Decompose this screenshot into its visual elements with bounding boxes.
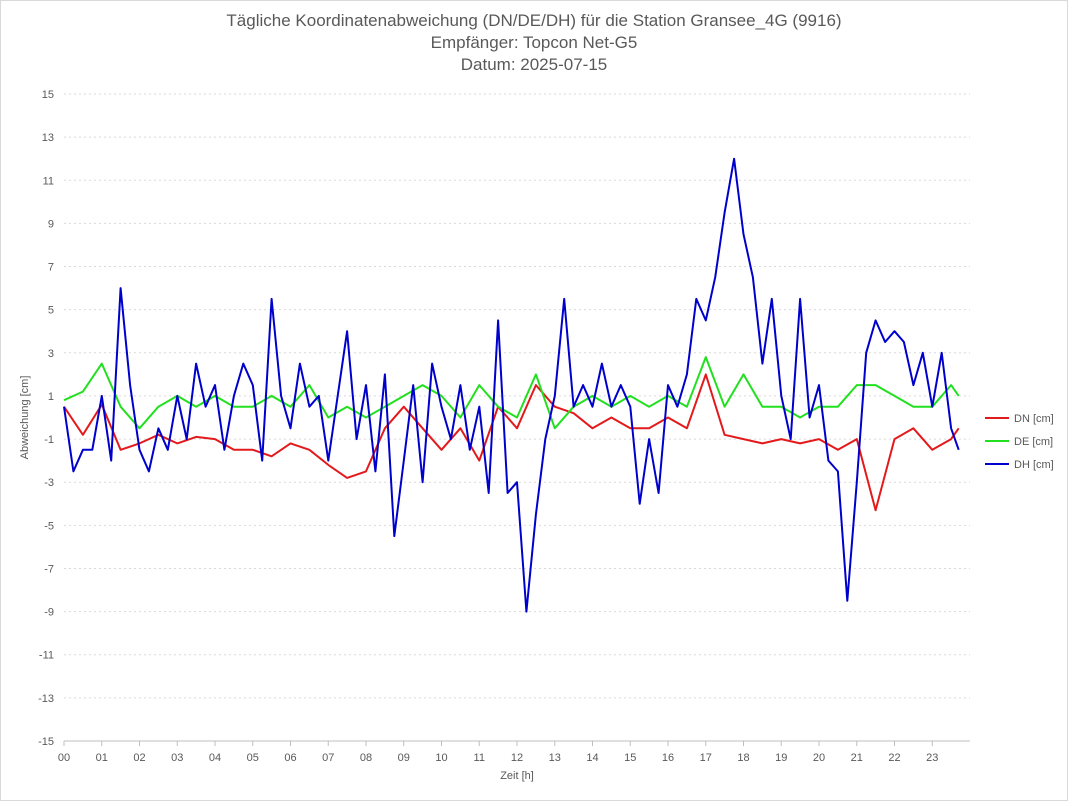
x-tick-label: 11 [474,752,485,764]
gridlines [64,93,970,742]
x-tick-label: 13 [549,752,561,764]
y-tick-label: -5 [44,520,54,532]
y-tick-label: 13 [42,132,54,144]
x-tick-label: 05 [247,752,259,764]
series-line-dn [63,373,960,512]
chart-subtitle: Empfänger: Topcon Net-G5 [430,33,638,52]
x-axis-ticks: 00 01 02 03 04 05 06 07 08 09 10 11 12 13 14 15 16 17 18 19… [58,740,970,764]
y-tick-label: -1 [44,434,54,446]
x-tick-label: 22 [888,752,900,764]
x-tick-label: 15 [624,752,636,764]
y-tick-label: -15 [38,736,54,748]
y-tick-label: -13 [38,693,54,705]
x-tick-label: 20 [813,752,825,764]
x-axis-title: Zeit [h] [500,770,534,782]
x-tick-label: 23 [926,752,938,764]
series-line-de [63,356,960,430]
y-tick-label: 3 [48,348,54,360]
x-tick-label: 02 [133,752,145,764]
y-tick-label: -3 [44,477,54,489]
chart-subtitle-date: Datum: 2025-07-15 [460,55,608,74]
x-tick-label: 17 [700,752,712,764]
y-tick-label: -7 [44,563,54,575]
x-tick-label: 04 [209,752,221,764]
chart-title: Tägliche Koordinatenabweichung (DN/DE/DH… [226,11,842,30]
x-tick-label: 21 [851,752,863,764]
x-tick-label: 06 [284,752,296,764]
y-tick-label: 1 [48,391,54,403]
x-tick-label: 09 [398,752,410,764]
legend: DN [cm] DE [cm] DH [cm] [985,413,1054,471]
y-tick-label: -11 [39,650,54,662]
series-lines [63,157,960,613]
legend-entry: DN [cm] [1014,413,1054,425]
x-tick-label: 16 [662,752,674,764]
y-axis-ticks: 15 13 11 9 7 5 3 1 -1 -3 -5 -7 -9 -11 -13 -15 [38,89,54,748]
x-tick-label: 00 [58,752,70,764]
y-axis-title: Abweichung [cm] [19,376,31,460]
x-tick-label: 01 [96,752,108,764]
y-tick-label: 9 [48,218,54,230]
x-tick-label: 10 [435,752,447,764]
y-tick-label: 5 [48,305,54,317]
x-tick-label: 07 [322,752,334,764]
x-tick-label: 19 [775,752,787,764]
x-tick-label: 08 [360,752,372,764]
legend-entry: DE [cm] [1014,436,1053,448]
y-tick-label: 15 [42,89,54,101]
y-tick-label: -9 [44,607,54,619]
y-tick-label: 7 [48,262,54,274]
x-tick-label: 14 [586,752,598,764]
y-tick-label: 11 [43,175,54,187]
x-tick-label: 12 [511,752,523,764]
x-tick-label: 18 [737,752,749,764]
chart-title-block: Tägliche Koordinatenabweichung (DN/DE/DH… [0,10,1068,76]
x-tick-label: 03 [171,752,183,764]
series-line-dh [63,157,960,613]
legend-entry: DH [cm] [1014,459,1054,471]
